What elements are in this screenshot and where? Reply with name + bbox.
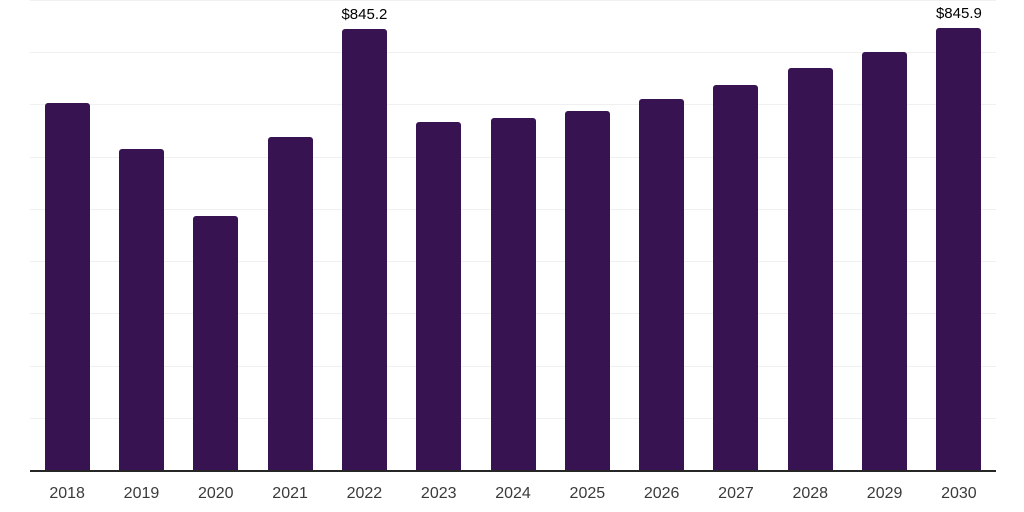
bar-slot-2022: $845.2 xyxy=(327,0,401,470)
bar-2022 xyxy=(341,28,387,470)
gridline-700 xyxy=(30,104,996,106)
bar-2030 xyxy=(936,28,982,470)
x-tick-2029: 2029 xyxy=(866,485,903,502)
bar-slot-2029 xyxy=(847,0,921,470)
bar-2020 xyxy=(193,216,239,470)
bar-slot-2028 xyxy=(773,0,847,470)
bar-slot-2027 xyxy=(699,0,773,470)
x-tick-2026: 2026 xyxy=(643,485,680,502)
x-tick-2028: 2028 xyxy=(792,485,829,502)
bar-2028 xyxy=(787,68,833,470)
bar-slot-2023 xyxy=(402,0,476,470)
bars-container: $845.2 $845.9 xyxy=(30,0,996,470)
bar-2021 xyxy=(267,137,313,470)
bar-2025 xyxy=(564,110,610,470)
x-tick-2019: 2019 xyxy=(123,485,160,502)
x-tick-2020: 2020 xyxy=(197,485,234,502)
bar-value-label-2030: $845.9 xyxy=(935,5,982,23)
bar-2026 xyxy=(639,99,685,470)
bar-slot-2020 xyxy=(179,0,253,470)
bar-2023 xyxy=(416,121,462,470)
gridline-800 xyxy=(30,52,996,54)
bar-value-label-2022: $845.2 xyxy=(341,5,388,23)
x-tick-2021: 2021 xyxy=(272,485,308,502)
bar-slot-2024 xyxy=(476,0,550,470)
bar-slot-2030: $845.9 xyxy=(922,0,996,470)
x-tick-2027: 2027 xyxy=(718,485,754,502)
bar-slot-2026 xyxy=(625,0,699,470)
x-tick-2018: 2018 xyxy=(49,485,85,502)
x-tick-2024: 2024 xyxy=(495,485,531,502)
x-tick-2030: 2030 xyxy=(941,485,977,502)
bar-2024 xyxy=(490,118,536,470)
plot-area: $845.2 $845.9 xyxy=(30,0,996,472)
bar-2018 xyxy=(44,102,90,470)
bar-slot-2018 xyxy=(30,0,104,470)
x-tick-2025: 2025 xyxy=(569,485,606,502)
bar-2027 xyxy=(713,85,759,470)
bar-slot-2021 xyxy=(253,0,327,470)
x-tick-2023: 2023 xyxy=(420,485,457,502)
gridline-900 xyxy=(30,0,996,1)
bar-2019 xyxy=(118,149,164,470)
x-tick-2022: 2022 xyxy=(346,485,383,502)
x-axis-tick-labels: 2018 2019 2020 2021 2022 2023 2024 2025 2026 2027… xyxy=(30,472,996,503)
bar-slot-2025 xyxy=(550,0,624,470)
bar-slot-2019 xyxy=(104,0,178,470)
bar-2029 xyxy=(862,51,908,470)
